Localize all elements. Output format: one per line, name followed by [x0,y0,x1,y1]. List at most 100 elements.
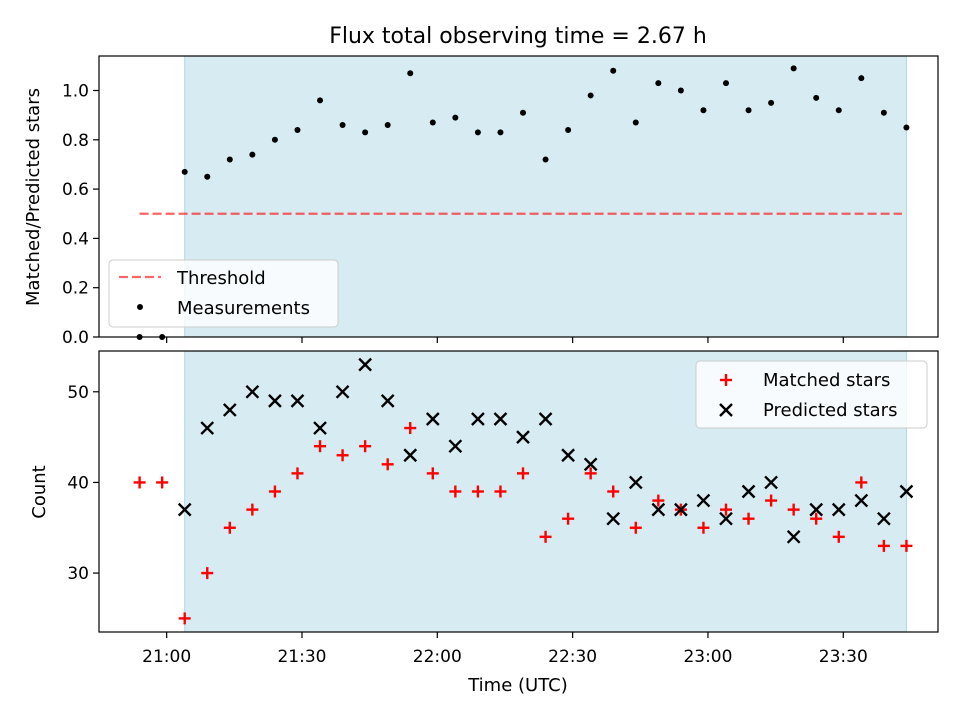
predicted-star-point [561,448,575,463]
measurement-point [474,129,481,136]
matched-star-point [584,467,597,480]
matched-star-point [359,440,372,453]
matched-star-point [246,503,259,516]
measurement-point [903,124,910,131]
matched-star-point [832,530,845,543]
measurement-point [452,114,459,121]
legend-measurements-label: Measurements [177,298,310,319]
measurement-point [204,173,211,180]
predicted-star-point [268,394,282,408]
measurement-point [542,156,549,163]
predicted-star-point [854,493,869,508]
predicted-star-point [831,502,846,517]
matched-star-point [517,467,530,480]
matched-star-point [629,521,642,534]
measurement-point [249,151,256,158]
predicted-star-point [245,384,260,399]
measurement-point [813,94,820,101]
top-frame [98,55,939,338]
y-tick-label: 0.6 [62,180,89,200]
legend-matched-swatch [720,374,732,386]
measurement-point [294,126,301,133]
measurement-point [317,97,324,104]
matched-star-point [336,449,349,462]
y-tick-label: 1.0 [62,82,89,102]
measurement-point [858,75,865,82]
matched-star-point [471,485,484,498]
measurement-point [677,87,684,94]
measurement-point [745,107,752,114]
predicted-star-point [674,502,688,517]
x-tick-label: 23:00 [683,647,732,667]
matched-star-point [381,458,394,471]
predicted-star-point [493,412,508,426]
top-legend: Threshold Measurements [108,259,339,328]
measurement-point [429,119,436,126]
predicted-star-point [177,502,192,517]
matched-star-point [291,467,304,480]
chart-title: Flux total observing time = 2.67 h [329,24,707,49]
predicted-star-point [538,412,553,426]
predicted-star-point [380,394,395,408]
bottom-panel: 30 40 50 21:00 21:30 22:00 22:30 23:00 23:30 Co… [29,350,939,696]
measurement-points [136,65,910,340]
y-tick-label: 0.4 [62,229,89,249]
x-tick-label: 22:30 [548,647,597,667]
legend-predicted-swatch [719,403,733,417]
measurement-point [722,80,729,87]
bottom-legend: Matched stars Predicted stars [695,360,928,429]
predicted-star-point [200,421,215,435]
predicted-star-point [290,394,305,408]
matched-star-point [156,476,169,489]
matched-star-point [449,485,462,498]
count-points [133,357,914,625]
matched-star-point [877,539,890,552]
bottom-y-axis-label: Count [29,465,50,518]
x-tick-label: 23:30 [819,647,868,667]
matched-star-point [810,512,823,525]
bottom-legend-box [695,360,928,429]
matched-star-point [787,503,800,516]
predicted-star-point [741,484,756,499]
matched-star-point [268,485,281,498]
matched-star-point [539,530,552,543]
measurement-point [655,80,662,87]
x-tick-label: 21:30 [277,647,326,667]
top-y-ticks: 0.0 0.2 0.4 0.6 0.8 1.0 [62,82,99,348]
bottom-x-ticks: 21:00 21:30 22:00 22:30 23:00 23:30 [142,632,868,667]
top-x-ticks [166,337,844,343]
x-tick-label: 22:00 [413,647,462,667]
measurement-point [497,129,504,136]
matched-star-point [719,503,732,516]
predicted-star-point [719,511,733,526]
predicted-star-point [222,403,237,417]
predicted-star-point [809,502,824,517]
y-tick-label: 50 [67,383,89,403]
predicted-star-point [516,430,530,444]
predicted-star-point [313,421,327,435]
matched-star-point [765,494,778,507]
measurement-point [700,107,707,114]
measurement-point [565,126,572,133]
y-tick-label: 0.8 [62,131,89,151]
legend-x-marker [719,403,733,417]
matched-star-point [562,512,575,525]
measurement-point [790,65,797,72]
top-legend-box [108,259,339,328]
measurement-point [880,109,887,116]
matched-star-point [404,422,417,435]
top-panel: 0.0 0.2 0.4 0.6 0.8 1.0 Matched/Predicted sta… [23,55,939,348]
top-y-axis-label: Matched/Predicted stars [23,88,44,306]
measurement-point [632,119,639,126]
predicted-star-point [358,357,372,372]
y-tick-label: 0.0 [62,328,89,348]
bottom-y-ticks: 30 40 50 [67,383,99,584]
predicted-star-point [583,457,598,472]
matched-star-point [855,476,868,489]
matched-star-point [223,521,236,534]
legend-matched-label: Matched stars [763,370,890,391]
predicted-star-point [425,412,440,426]
measurement-point [768,99,775,106]
predicted-star-point [471,412,485,426]
